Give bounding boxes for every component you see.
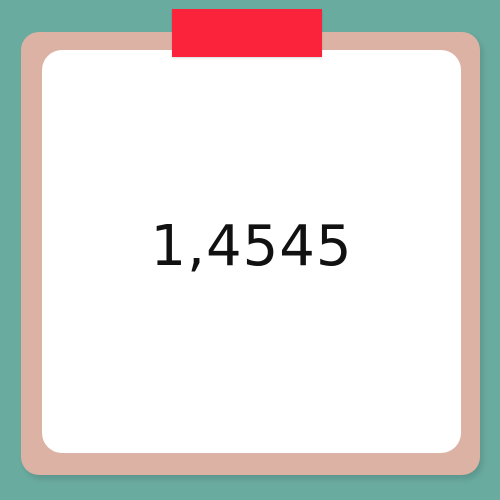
card: 1,4545 — [42, 50, 461, 453]
card-value: 1,4545 — [150, 214, 353, 279]
tape-strip — [172, 9, 322, 57]
